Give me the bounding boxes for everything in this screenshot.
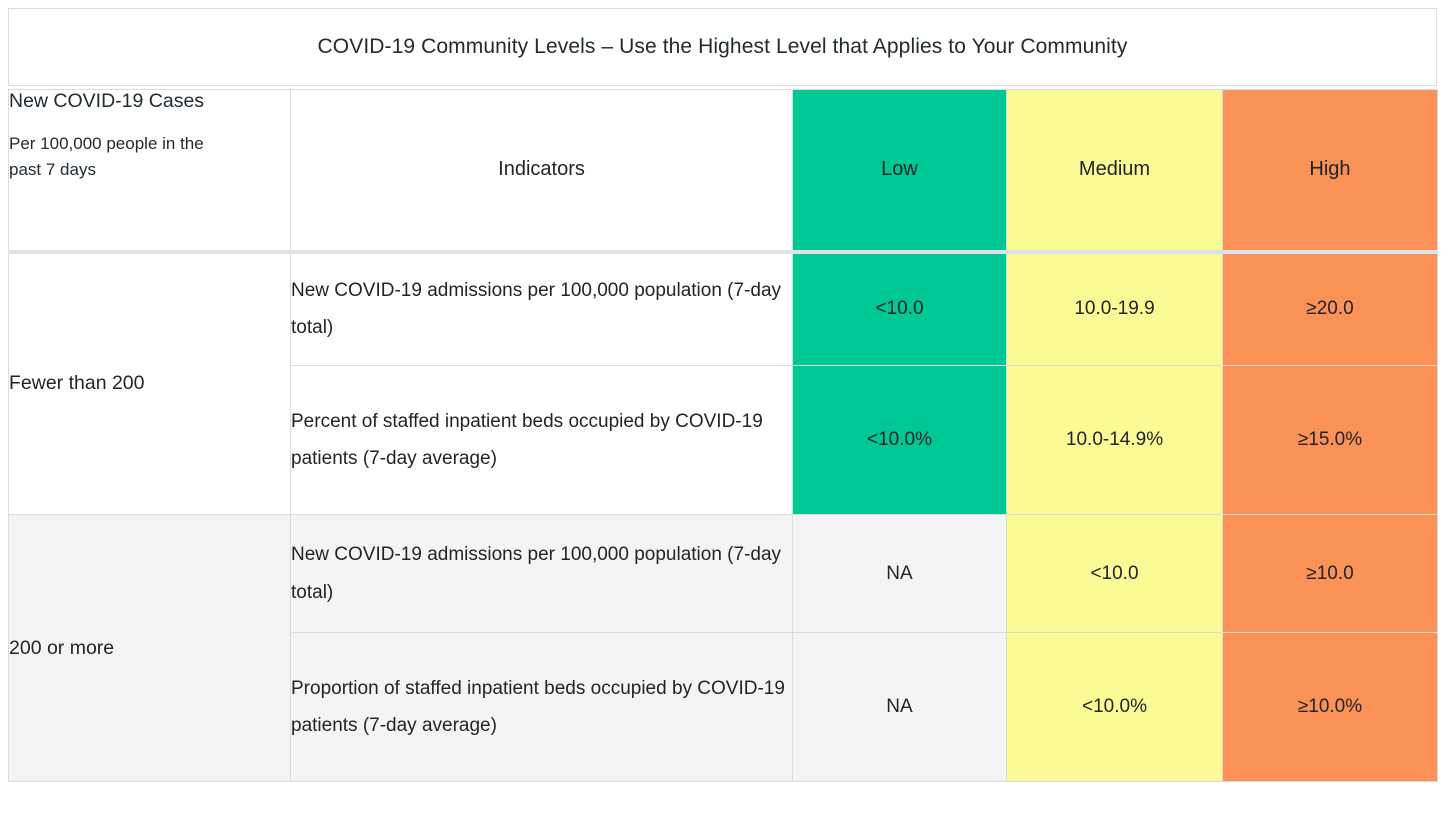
- value-cell-low: <10.0: [792, 251, 1007, 366]
- table-row: Percent of staffed inpatient beds occupi…: [9, 365, 1438, 515]
- indicator-cell: New COVID-19 admissions per 100,000 popu…: [290, 514, 793, 633]
- value-cell-high: ≥20.0: [1222, 251, 1438, 366]
- value-cell-high: ≥10.0%: [1222, 632, 1438, 782]
- value-cell-low: <10.0%: [792, 365, 1007, 515]
- value-cell-high: ≥15.0%: [1222, 365, 1438, 515]
- table-title: COVID-19 Community Levels – Use the High…: [317, 35, 1128, 58]
- value-cell-low: NA: [792, 632, 1007, 782]
- cases-group-fewer-than-200: Fewer than 200: [8, 251, 291, 515]
- table-row: Fewer than 200 New COVID-19 admissions p…: [8, 251, 1438, 515]
- indicator-cell: Proportion of staffed inpatient beds occ…: [290, 632, 793, 782]
- cases-group-200-or-more: 200 or more: [8, 514, 291, 782]
- table-row: 200 or more New COVID-19 admissions per …: [8, 514, 1438, 782]
- community-levels-table: New COVID-19 Cases Per 100,000 people in…: [8, 89, 1438, 782]
- cases-header-title: New COVID-19 Cases: [9, 90, 205, 112]
- value-cell-medium: <10.0: [1006, 514, 1223, 633]
- header-level-medium-cell: Medium: [1006, 89, 1223, 254]
- table-row: Proportion of staffed inpatient beds occ…: [9, 632, 1438, 782]
- header-indicators-cell: Indicators: [290, 89, 793, 254]
- header-level-low-cell: Low: [792, 89, 1007, 254]
- value-cell-medium: 10.0-19.9: [1006, 251, 1223, 366]
- value-cell-medium: <10.0%: [1006, 632, 1223, 782]
- value-cell-low: NA: [792, 514, 1007, 633]
- value-cell-medium: 10.0-14.9%: [1006, 365, 1223, 515]
- table-title-bar: COVID-19 Community Levels – Use the High…: [8, 8, 1437, 86]
- indicator-cell: New COVID-19 admissions per 100,000 popu…: [290, 251, 793, 366]
- cases-header-subtitle: Per 100,000 people in the past 7 days: [9, 134, 204, 180]
- header-level-high-cell: High: [1222, 89, 1438, 254]
- header-cases-cell: New COVID-19 Cases Per 100,000 people in…: [8, 89, 291, 254]
- header-row: New COVID-19 Cases Per 100,000 people in…: [8, 89, 1438, 254]
- value-cell-high: ≥10.0: [1222, 514, 1438, 633]
- indicator-cell: Percent of staffed inpatient beds occupi…: [290, 365, 793, 515]
